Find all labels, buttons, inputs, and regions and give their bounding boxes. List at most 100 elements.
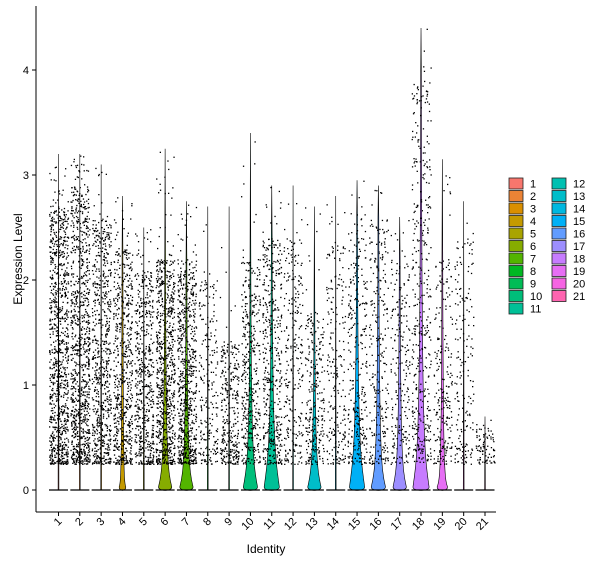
point <box>82 408 84 410</box>
point <box>65 288 68 290</box>
point <box>139 390 141 392</box>
point <box>185 383 188 386</box>
point <box>104 257 106 259</box>
point <box>121 461 123 463</box>
point <box>164 459 166 462</box>
point <box>79 444 81 446</box>
point <box>52 269 54 272</box>
point <box>77 323 79 326</box>
point <box>145 345 147 348</box>
point <box>171 336 173 338</box>
points-1 <box>49 166 70 465</box>
point <box>193 400 195 402</box>
point <box>124 406 126 408</box>
point <box>171 311 173 313</box>
point <box>157 463 159 465</box>
point <box>66 399 68 401</box>
point <box>57 273 59 275</box>
point <box>79 463 81 465</box>
point <box>143 278 146 280</box>
point <box>96 287 98 289</box>
point <box>136 369 138 371</box>
point <box>58 389 60 391</box>
point <box>161 417 163 419</box>
point <box>74 178 77 180</box>
point <box>107 301 109 303</box>
point <box>183 304 185 307</box>
point <box>193 437 196 439</box>
point <box>148 363 150 365</box>
point <box>83 380 85 383</box>
point <box>109 349 111 351</box>
point <box>65 432 67 434</box>
point <box>102 232 104 235</box>
point <box>162 412 164 414</box>
point <box>153 311 155 313</box>
point <box>152 416 154 418</box>
point <box>78 311 80 313</box>
point <box>145 285 147 287</box>
point <box>86 432 89 434</box>
point <box>110 458 112 460</box>
point <box>160 367 162 369</box>
point <box>84 366 86 368</box>
point <box>49 420 51 422</box>
point <box>160 392 162 394</box>
point <box>179 301 181 303</box>
point <box>78 412 80 414</box>
point <box>126 400 129 403</box>
point <box>116 377 119 379</box>
point <box>93 405 95 407</box>
point <box>65 214 67 216</box>
point <box>169 310 172 312</box>
point <box>83 451 85 453</box>
point <box>170 335 172 337</box>
point <box>195 383 198 385</box>
point <box>108 348 110 350</box>
point <box>158 421 160 423</box>
point <box>83 316 85 319</box>
point <box>169 333 171 335</box>
point <box>89 342 91 344</box>
point <box>114 386 116 389</box>
point <box>78 400 80 402</box>
point <box>168 405 170 407</box>
point <box>62 256 64 258</box>
point <box>87 345 89 348</box>
point <box>57 290 59 292</box>
point <box>82 432 84 434</box>
point <box>139 311 141 313</box>
point <box>86 275 88 277</box>
point <box>94 293 96 295</box>
point <box>142 452 144 454</box>
point <box>179 280 181 282</box>
point <box>159 394 161 396</box>
point <box>86 326 89 328</box>
point <box>95 395 97 398</box>
point <box>76 204 78 207</box>
point <box>88 430 90 432</box>
point <box>89 408 91 410</box>
point <box>164 264 166 266</box>
point <box>135 401 137 403</box>
point <box>158 350 160 352</box>
point <box>179 394 181 397</box>
point <box>67 385 69 388</box>
point <box>121 418 123 420</box>
point <box>163 449 165 451</box>
point <box>97 391 99 393</box>
point <box>98 350 100 352</box>
point <box>102 401 104 404</box>
point <box>118 412 120 414</box>
point <box>137 403 139 406</box>
point <box>97 245 99 247</box>
point <box>159 267 161 269</box>
point <box>163 430 165 432</box>
point <box>161 357 164 359</box>
point <box>60 438 62 441</box>
point <box>127 339 129 341</box>
point <box>83 404 85 406</box>
point <box>152 442 154 444</box>
point <box>137 371 139 373</box>
point <box>183 367 185 369</box>
